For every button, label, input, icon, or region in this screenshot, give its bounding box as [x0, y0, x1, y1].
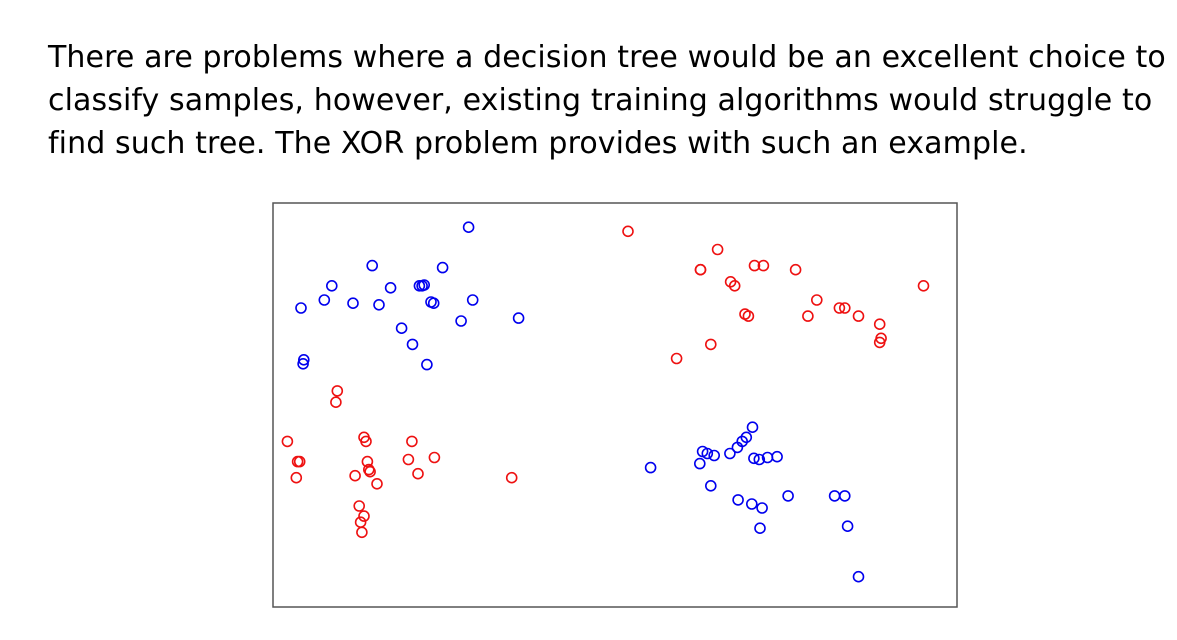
scatter-point-series-2 [356, 526, 368, 539]
scatter-point-series-2 [331, 385, 344, 397]
scatter-point-series-1 [782, 490, 794, 502]
scatter-point-series-1 [297, 353, 310, 366]
scatter-point-series-2 [711, 243, 724, 256]
scatter-point-series-1 [841, 520, 854, 533]
plot-frame [272, 202, 958, 608]
paragraph-line-2: classify samples, however, existing trai… [48, 83, 1153, 118]
scatter-point-series-1 [828, 490, 841, 502]
scatter-point-series-1 [748, 452, 760, 465]
scatter-point-series-1 [395, 322, 408, 335]
scatter-point-series-2 [402, 453, 415, 466]
scatter-point-series-1 [347, 297, 359, 310]
scatter-point-series-2 [360, 435, 372, 448]
scatter-point-series-2 [802, 310, 814, 322]
scatter-point-series-2 [694, 263, 707, 276]
scatter-point-series-2 [358, 510, 370, 522]
scatter-point-series-1 [771, 450, 783, 463]
scatter-point-series-2 [330, 396, 342, 409]
scatter-point-series-1 [753, 453, 766, 466]
scatter-point-series-1 [425, 296, 437, 308]
scatter-point-series-2 [281, 435, 294, 448]
scatter-point-series-1 [325, 279, 338, 292]
scatter-point-series-1 [740, 431, 753, 444]
scatter-point-series-2 [757, 259, 770, 272]
scatter-point-series-1 [295, 302, 307, 314]
scatter-point-series-2 [670, 352, 683, 365]
scatter-point-series-1 [416, 279, 428, 292]
scatter-point-series-1 [745, 498, 758, 510]
scatter-point-series-1 [512, 312, 525, 324]
scatter-point-series-2 [838, 302, 851, 314]
data-points [281, 221, 930, 583]
scatter-point-series-1 [736, 435, 749, 448]
scatter-point-series-1 [732, 494, 744, 506]
scatter-point-series-1 [297, 357, 309, 370]
intro-paragraph: There are problems where a decision tree… [48, 36, 1166, 165]
scatter-point-series-1 [644, 461, 657, 474]
scatter-point-series-2 [622, 225, 634, 238]
scatter-point-series-2 [810, 294, 823, 306]
scatter-point-series-2 [748, 259, 761, 272]
scatter-point-series-2 [290, 471, 303, 484]
scatter-point-series-2 [353, 500, 366, 512]
scatter-point-series-1 [421, 358, 433, 371]
scatter-point-series-1 [462, 221, 475, 233]
scatter-point-series-1 [693, 457, 706, 470]
scatter-point-series-2 [349, 469, 361, 482]
scatter-point-series-2 [704, 338, 717, 351]
scatter-point-series-1 [708, 449, 721, 462]
paragraph-line-1: There are problems where a decision tree… [48, 40, 1166, 75]
scatter-point-series-1 [696, 445, 709, 458]
scatter-point-series-2 [406, 435, 418, 448]
scatter-point-series-1 [318, 294, 331, 306]
scatter-point-series-1 [455, 315, 467, 327]
scatter-point-series-2 [873, 336, 886, 349]
scatter-point-series-1 [384, 281, 397, 294]
scatter-point-series-1 [704, 479, 717, 492]
scatter-point-series-1 [406, 338, 419, 351]
scatter-point-series-2 [412, 467, 424, 480]
scatter-point-series-1 [754, 522, 766, 535]
scatter-point-series-2 [789, 263, 802, 276]
scatter-point-series-2 [833, 302, 846, 314]
scatter-point-series-2 [873, 318, 886, 331]
scatter-point-series-2 [728, 279, 741, 292]
scatter-point-series-2 [505, 471, 518, 484]
scatter-point-series-1 [436, 261, 449, 274]
scatter-point-series-1 [852, 570, 865, 583]
scatter-point-series-1 [373, 298, 385, 311]
scatter-point-series-1 [466, 294, 479, 306]
scatter-point-series-2 [371, 477, 383, 490]
scatter-point-series-1 [366, 259, 379, 272]
scatter-point-series-1 [756, 502, 768, 514]
paragraph-line-3: find such tree. The XOR problem provides… [48, 126, 1028, 161]
scatter-point-series-2 [364, 465, 376, 478]
scatter-point-series-1 [746, 421, 759, 434]
scatter-point-series-1 [724, 447, 736, 460]
scatter-point-series-2 [293, 455, 306, 468]
scatter-point-series-1 [838, 490, 851, 502]
scatter-point-series-2 [917, 279, 930, 292]
scatter-point-series-2 [852, 310, 865, 322]
scatter-point-series-2 [428, 451, 441, 464]
scatter-point-series-2 [742, 310, 755, 322]
